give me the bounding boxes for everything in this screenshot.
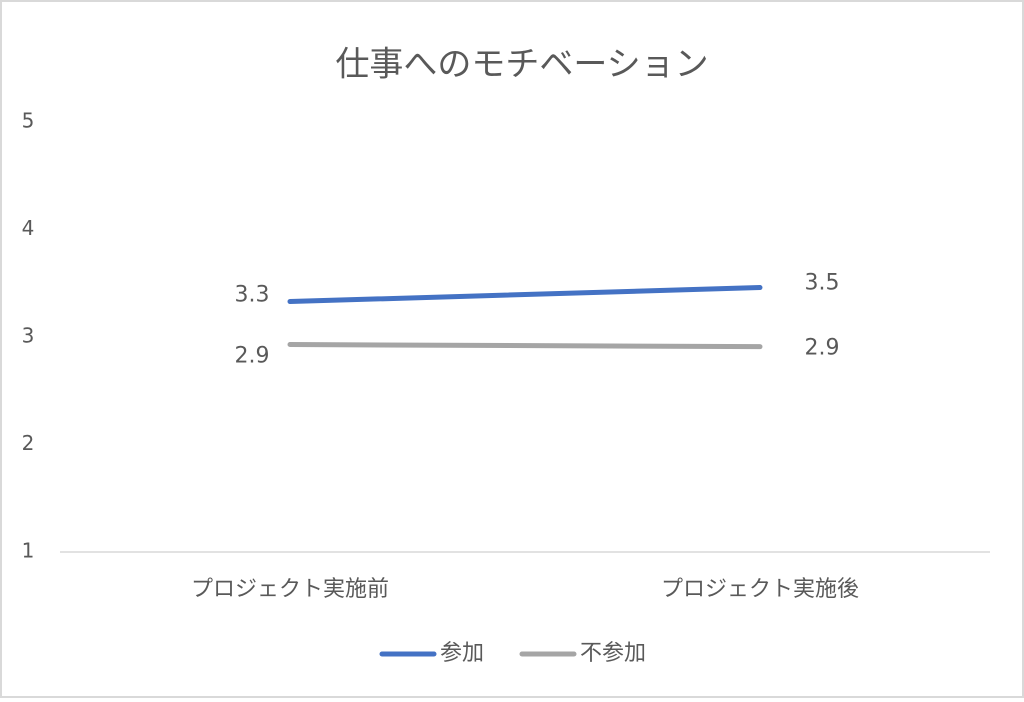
y-tick-label: 4 <box>22 216 35 240</box>
y-tick-label: 2 <box>22 431 35 455</box>
data-label: 2.9 <box>805 336 840 361</box>
chart-title: 仕事へのモチベーション <box>335 45 708 85</box>
data-label: 3.5 <box>805 271 840 296</box>
series-line <box>287 342 763 350</box>
legend-label: 不参加 <box>580 641 646 666</box>
y-tick-label: 1 <box>22 539 35 563</box>
series-line <box>287 285 763 305</box>
data-label: 2.9 <box>235 344 270 369</box>
y-tick-label: 5 <box>22 109 35 133</box>
x-tick-label: プロジェクト実施後 <box>661 577 859 602</box>
legend-label: 参加 <box>440 641 484 666</box>
data-label: 3.3 <box>235 283 270 308</box>
y-tick-label: 3 <box>22 324 35 348</box>
x-tick-label: プロジェクト実施前 <box>191 577 389 602</box>
